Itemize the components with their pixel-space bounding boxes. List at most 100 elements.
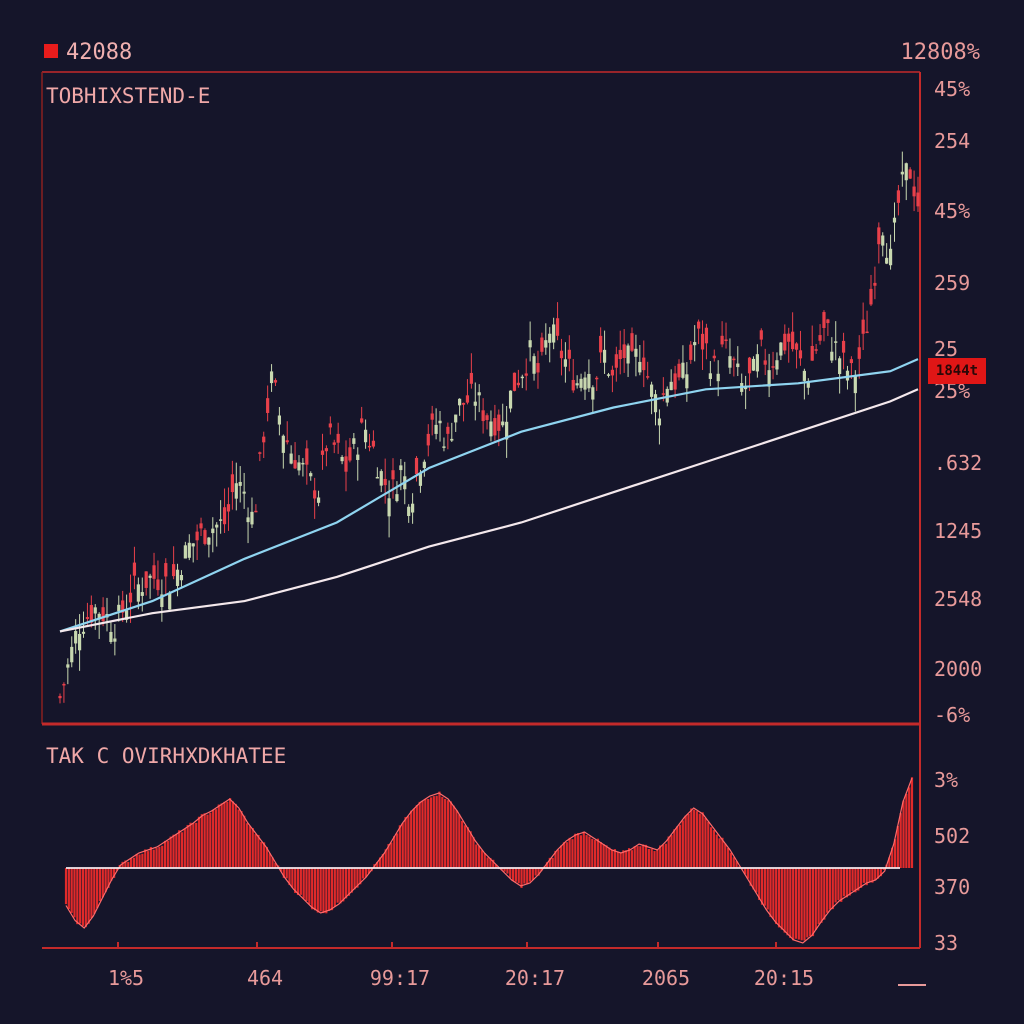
candle	[211, 517, 215, 553]
candle	[599, 327, 603, 363]
candle	[634, 334, 638, 377]
candle	[838, 356, 842, 394]
oscillator-histogram	[64, 777, 914, 944]
candle	[685, 362, 689, 402]
candle	[881, 232, 885, 257]
candle	[175, 563, 180, 597]
candle	[853, 370, 857, 412]
candle	[458, 398, 462, 416]
candle	[285, 421, 289, 445]
candle	[693, 325, 697, 362]
candle	[583, 371, 587, 400]
candle	[810, 325, 814, 361]
candle	[751, 356, 756, 371]
candle	[172, 546, 176, 580]
candle	[818, 324, 822, 345]
candle	[563, 342, 567, 383]
candle	[324, 445, 329, 467]
candle	[885, 243, 889, 265]
candle	[446, 422, 450, 450]
candle	[246, 507, 250, 544]
candle	[642, 340, 646, 388]
candle	[387, 480, 391, 538]
candle	[791, 312, 795, 352]
candle	[591, 385, 595, 413]
candle	[136, 577, 140, 610]
candle	[219, 500, 223, 534]
candle	[316, 490, 321, 507]
candle	[113, 624, 117, 656]
candle	[332, 439, 336, 454]
candle	[442, 437, 446, 452]
candle	[309, 471, 313, 481]
candle	[548, 327, 552, 363]
candle	[191, 543, 195, 563]
price-tick-label: 2000	[934, 657, 982, 681]
candle	[622, 329, 626, 373]
price-panel-title: TOBHIXSTEND-E	[46, 84, 211, 108]
candle	[375, 467, 379, 479]
candle	[489, 410, 493, 442]
candle	[657, 409, 662, 445]
candle	[646, 361, 650, 380]
price-tick-label: 2548	[934, 587, 982, 611]
candle	[293, 442, 297, 469]
candle	[352, 433, 356, 450]
candle	[653, 389, 658, 426]
candle	[700, 320, 705, 370]
candle	[571, 358, 575, 393]
candle	[234, 462, 238, 511]
candle	[297, 455, 301, 476]
candle	[215, 522, 219, 547]
candle	[669, 369, 673, 391]
candle	[148, 573, 152, 599]
candle	[896, 185, 901, 216]
candle	[109, 622, 113, 644]
candle	[85, 602, 90, 625]
candle	[716, 360, 720, 397]
candle	[857, 335, 861, 379]
candle	[508, 390, 513, 413]
ma-slow-line	[59, 388, 919, 633]
candle	[900, 151, 904, 187]
candlestick-series	[58, 151, 920, 704]
candle	[579, 373, 583, 392]
candle	[77, 614, 82, 671]
candle	[195, 524, 199, 560]
candle	[806, 378, 810, 395]
histogram-outline	[65, 777, 913, 944]
candle	[865, 310, 869, 334]
candle	[70, 636, 74, 668]
candle	[266, 385, 270, 422]
candle	[744, 375, 748, 410]
candle	[414, 456, 419, 482]
price-tick-label: 259	[934, 271, 970, 295]
candle	[101, 597, 105, 627]
last-price-tag: 1844t	[928, 358, 986, 384]
candle	[367, 433, 372, 452]
candle	[89, 595, 93, 628]
candle	[787, 327, 791, 363]
candle	[121, 590, 125, 623]
price-tick-label: 25	[934, 337, 958, 361]
candle	[775, 352, 779, 375]
candle	[822, 310, 826, 342]
candle	[630, 327, 634, 352]
candle	[128, 574, 133, 623]
candle	[649, 381, 654, 415]
candle	[66, 658, 70, 685]
candle	[767, 353, 771, 398]
candle	[203, 528, 207, 546]
oscillator-tick-label: 33	[934, 931, 958, 955]
moving-average-lines	[59, 358, 919, 633]
candle	[677, 359, 681, 381]
candle	[160, 579, 164, 622]
candle	[916, 176, 920, 212]
candle	[269, 364, 274, 392]
candle	[469, 353, 473, 389]
candle	[798, 330, 803, 366]
symbol-label: 42088	[66, 40, 133, 65]
candle	[501, 403, 505, 428]
candle	[391, 458, 395, 499]
